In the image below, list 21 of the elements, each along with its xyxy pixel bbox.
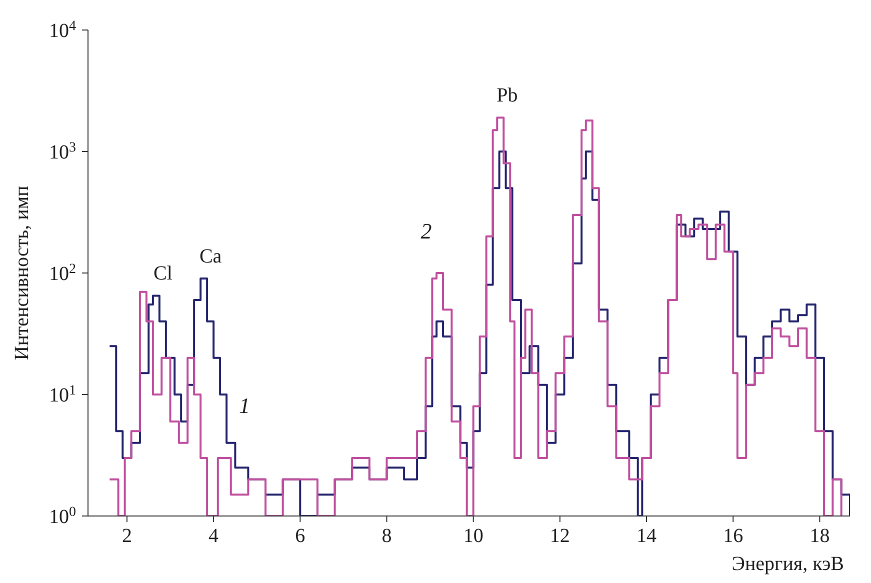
y-tick-label: 10$^{0}$ — [49, 504, 76, 528]
y-axis-title: Интенсивность, имп — [11, 185, 33, 360]
x-tick-label: 10 — [463, 525, 484, 547]
annotation: Cl — [153, 262, 173, 285]
series-label: 2 — [420, 218, 432, 244]
y-tick-label: 10$^{3}$ — [49, 140, 76, 164]
x-tick-label: 16 — [723, 525, 744, 547]
annotation: Pb — [496, 84, 518, 107]
x-tick-label: 12 — [550, 525, 570, 547]
x-tick-label: 14 — [636, 525, 657, 547]
annotation: Ca — [199, 246, 222, 268]
x-axis-title: Энергия, кэВ — [732, 553, 844, 575]
x-tick-label: 4 — [208, 525, 219, 547]
y-tick-label: 10$^{2}$ — [49, 262, 76, 285]
y-tick-label: 10$^{1}$ — [49, 383, 76, 406]
series-label: 1 — [239, 392, 250, 418]
x-tick-label: 6 — [295, 525, 306, 547]
y-tick-label: 10$^{4}$ — [49, 18, 76, 42]
x-tick-label: 18 — [810, 525, 830, 547]
x-tick-label: 2 — [122, 525, 132, 547]
x-tick-label: 8 — [382, 525, 392, 547]
